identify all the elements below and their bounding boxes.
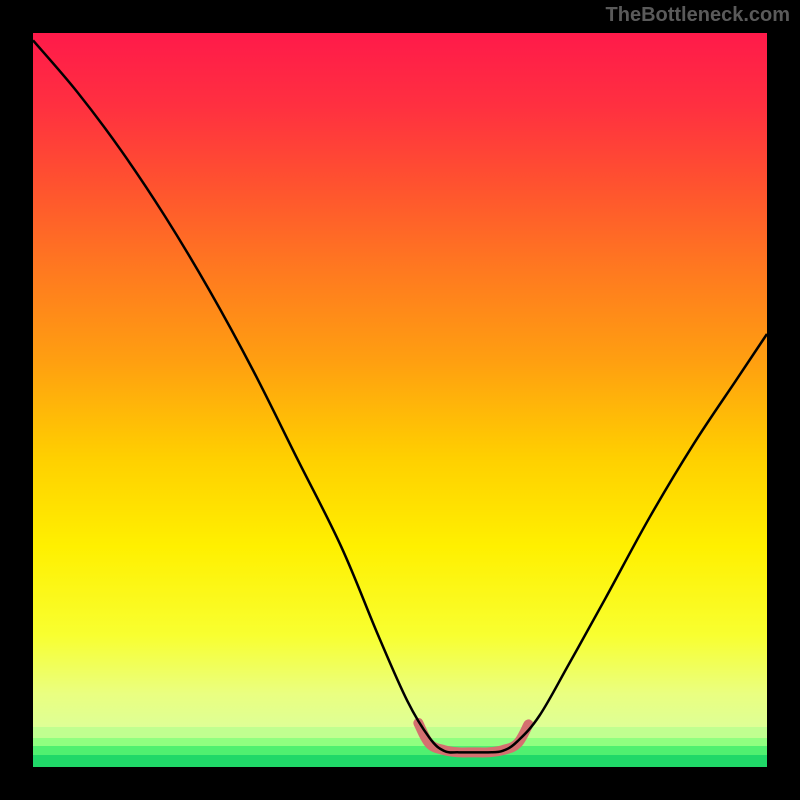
bottleneck-curve-path: [33, 40, 767, 752]
chart-svg: [33, 33, 767, 767]
valley-marker-path: [418, 723, 528, 753]
plot-area: [33, 33, 767, 767]
watermark-text: TheBottleneck.com: [606, 4, 790, 27]
